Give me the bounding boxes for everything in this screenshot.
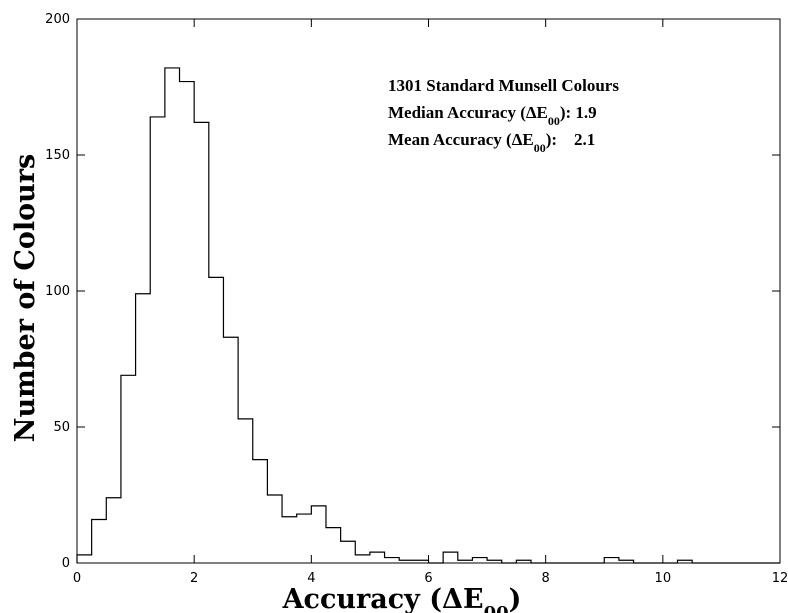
x-tick-label: 10 [655, 571, 672, 586]
y-tick-label: 100 [45, 284, 70, 299]
y-tick-label: 50 [53, 420, 70, 435]
annotation-median-value: ): 1.9 [560, 103, 597, 122]
x-tick-label: 12 [772, 571, 788, 586]
x-axis-title-close: ) [509, 584, 522, 613]
y-tick-label: 200 [45, 12, 70, 27]
annotation-line-1: 1301 Standard Munsell Colours [388, 76, 619, 95]
x-axis-ticks: 0 2 4 6 8 10 12 [73, 19, 788, 586]
histogram-outline [76, 67, 780, 564]
x-axis-title-subscript: 00 [484, 603, 509, 613]
y-axis-ticks: 0 50 100 150 200 [45, 12, 780, 571]
x-tick-label: 8 [542, 571, 550, 586]
annotation-mean-subscript: 00 [534, 141, 546, 155]
annotation-block: 1301 Standard Munsell Colours Median Acc… [388, 76, 619, 155]
x-tick-label: 6 [424, 571, 432, 586]
annotation-median-delta: ΔE [526, 103, 548, 122]
x-axis-title-text: Accuracy ( [282, 584, 442, 613]
annotation-mean-delta: ΔE [512, 130, 534, 149]
annotation-line-3: Mean Accuracy (ΔE00): 2.1 [388, 130, 595, 155]
y-tick-label: 0 [62, 556, 70, 571]
annotation-mean-value: ): 2.1 [546, 130, 596, 149]
annotation-median-prefix: Median Accuracy ( [388, 103, 526, 122]
annotation-median-subscript: 00 [548, 114, 560, 128]
x-tick-label: 0 [73, 571, 81, 586]
y-tick-label: 150 [45, 148, 70, 163]
annotation-line-2: Median Accuracy (ΔE00): 1.9 [388, 103, 597, 128]
y-axis-title: Number of Colours [10, 154, 41, 442]
x-axis-title: Accuracy (ΔE00) [282, 584, 522, 613]
x-tick-label: 2 [190, 571, 198, 586]
annotation-mean-prefix: Mean Accuracy ( [388, 130, 512, 149]
x-axis-title-delta: ΔE [442, 584, 484, 613]
x-tick-label: 4 [307, 571, 315, 586]
histogram-series [76, 67, 780, 564]
